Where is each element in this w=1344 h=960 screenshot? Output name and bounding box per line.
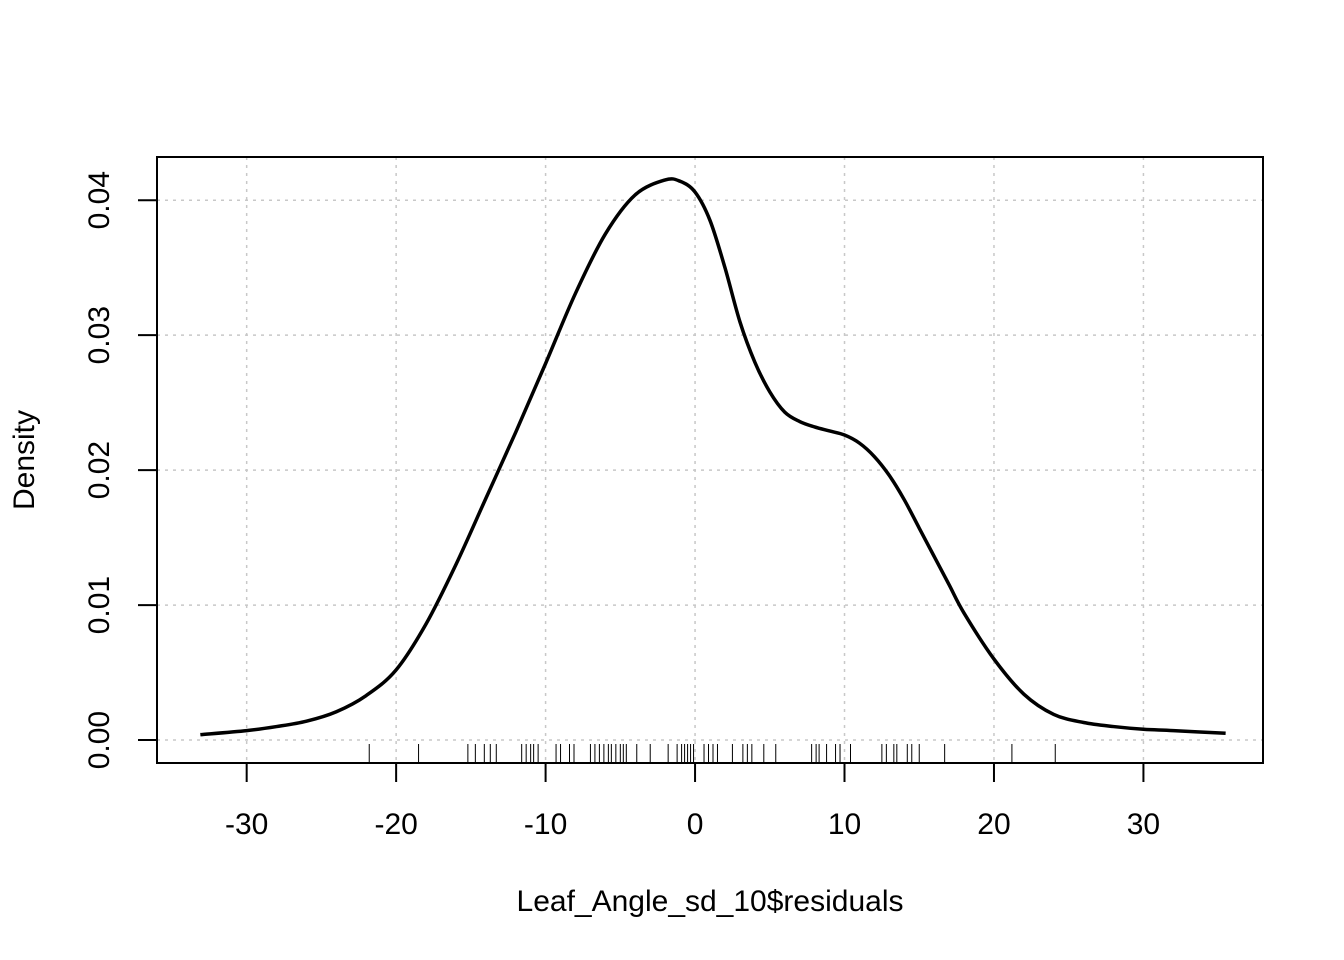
grid [157, 157, 1263, 763]
y-tick-label-4: 0.04 [83, 171, 116, 229]
x-axis: -30 -20 -10 0 10 20 30 [225, 762, 1160, 841]
density-line-0 [200, 177, 1226, 737]
rug [368, 744, 1056, 763]
x-tick-label-6: 30 [1127, 808, 1160, 841]
y-tick-label-1: 0.01 [83, 576, 116, 634]
x-tick-label-4: 10 [828, 808, 861, 841]
x-tick-label-1: -20 [374, 808, 417, 841]
x-axis-title: Leaf_Angle_sd_10$residuals [517, 885, 904, 918]
x-tick-label-5: 20 [977, 808, 1010, 841]
series-group [200, 177, 1226, 737]
x-tick-label-3: 0 [687, 808, 704, 841]
y-axis: 0.00 0.01 0.02 0.03 0.04 [83, 171, 158, 769]
y-tick-label-2: 0.02 [83, 441, 116, 499]
x-tick-label-0: -30 [225, 808, 268, 841]
y-tick-label-3: 0.03 [83, 306, 116, 364]
y-tick-label-0: 0.00 [83, 711, 116, 769]
x-tick-label-2: -10 [524, 808, 567, 841]
plot-frame [156, 156, 1264, 764]
y-axis-title: Density [8, 410, 41, 510]
